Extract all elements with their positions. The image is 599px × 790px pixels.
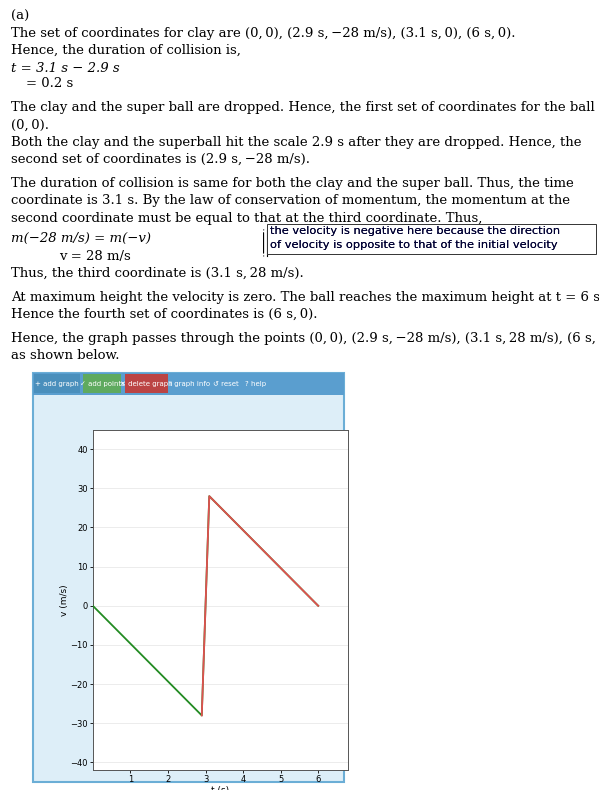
Text: second coordinate must be equal to that at the third coordinate. Thus,: second coordinate must be equal to that … (11, 212, 482, 224)
Text: Hence, the graph passes through the points (0, 0), (2.9 s, −28 m/s), (3.1 s, 28 : Hence, the graph passes through the poin… (11, 332, 599, 344)
Text: The duration of collision is same for both the clay and the super ball. Thus, th: The duration of collision is same for bo… (11, 177, 573, 190)
Text: ✓ add points: ✓ add points (80, 381, 125, 387)
Text: The set of coordinates for clay are (0, 0), (2.9 s, −28 m/s), (3.1 s, 0), (6 s, : The set of coordinates for clay are (0, … (11, 27, 515, 40)
FancyBboxPatch shape (243, 374, 269, 393)
Text: i graph info: i graph info (170, 381, 210, 387)
FancyBboxPatch shape (33, 373, 344, 395)
Text: (0, 0).: (0, 0). (11, 118, 49, 131)
Text: The clay and the super ball are dropped. Hence, the first set of coordinates for: The clay and the super ball are dropped.… (11, 101, 599, 114)
Text: + add graph: + add graph (35, 381, 79, 387)
Text: Hence, the duration of collision is,: Hence, the duration of collision is, (11, 44, 241, 57)
FancyBboxPatch shape (83, 374, 122, 393)
Text: ? help: ? help (246, 381, 267, 387)
Text: ↺ reset: ↺ reset (213, 381, 239, 387)
Text: the velocity is negative here because the direction: the velocity is negative here because th… (270, 226, 559, 236)
Text: as shown below.: as shown below. (11, 349, 119, 362)
Text: = 0.2 s: = 0.2 s (26, 77, 73, 90)
FancyBboxPatch shape (213, 374, 240, 393)
FancyBboxPatch shape (125, 374, 168, 393)
FancyBboxPatch shape (33, 373, 344, 782)
Text: Both the clay and the superball hit the scale 2.9 s after they are dropped. Henc: Both the clay and the superball hit the … (11, 136, 581, 149)
Text: t = 3.1 s − 2.9 s: t = 3.1 s − 2.9 s (11, 62, 119, 74)
X-axis label: t (s): t (s) (211, 785, 229, 790)
Text: Thus, the third coordinate is (3.1 s, 28 m/s).: Thus, the third coordinate is (3.1 s, 28… (11, 267, 304, 280)
Text: Hence the fourth set of coordinates is (6 s, 0).: Hence the fourth set of coordinates is (… (11, 308, 317, 321)
Text: ✕ delete graph: ✕ delete graph (120, 381, 173, 387)
FancyBboxPatch shape (34, 374, 80, 393)
Text: v = 28 m/s: v = 28 m/s (59, 250, 131, 262)
Text: of velocity is opposite to that of the initial velocity: of velocity is opposite to that of the i… (270, 240, 557, 250)
FancyBboxPatch shape (171, 374, 209, 393)
Text: At maximum height the velocity is zero. The ball reaches the maximum height at t: At maximum height the velocity is zero. … (11, 291, 599, 303)
Text: of velocity is opposite to that of the initial velocity: of velocity is opposite to that of the i… (270, 240, 557, 250)
Text: the velocity is negative here because the direction: the velocity is negative here because th… (270, 226, 559, 236)
FancyBboxPatch shape (267, 224, 596, 254)
Text: second set of coordinates is (2.9 s, −28 m/s).: second set of coordinates is (2.9 s, −28… (11, 153, 310, 166)
Text: m(−28 m/s) = m(−v): m(−28 m/s) = m(−v) (11, 232, 151, 245)
Text: coordinate is 3.1 s. By the law of conservation of momentum, the momentum at the: coordinate is 3.1 s. By the law of conse… (11, 194, 570, 207)
Text: (a): (a) (11, 9, 29, 22)
Y-axis label: v (m/s): v (m/s) (60, 584, 69, 615)
